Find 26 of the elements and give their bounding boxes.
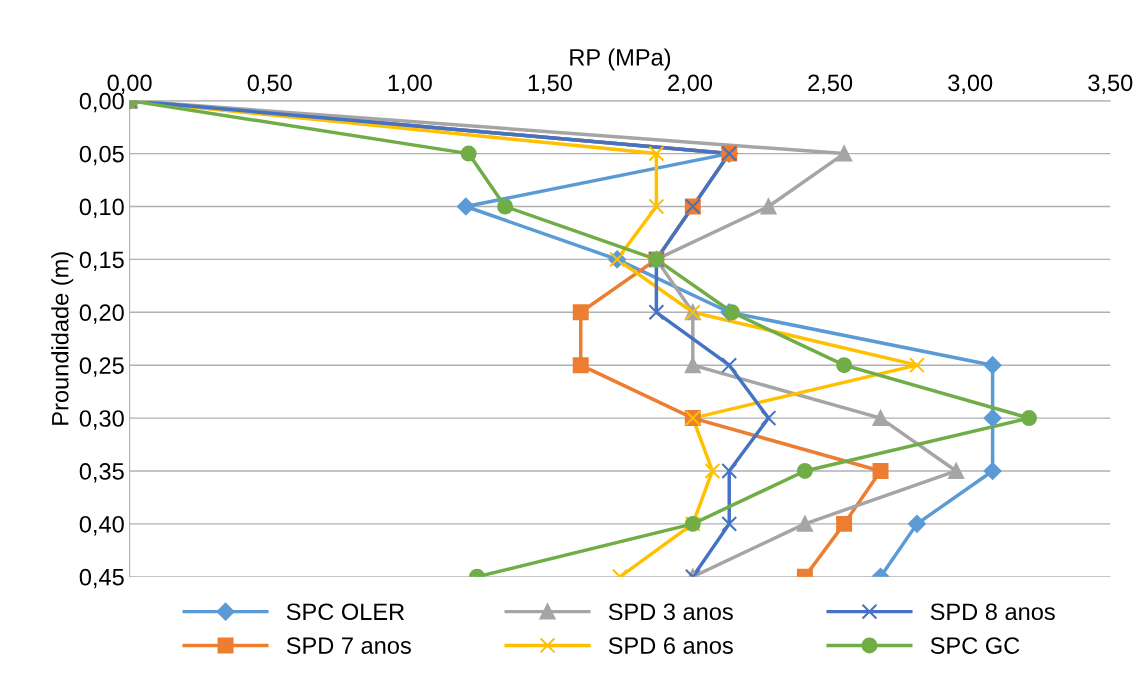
x-tick-label: 3,00	[948, 74, 993, 94]
x-tick-label: 3,50	[1088, 74, 1133, 94]
y-tick-label: 0,25	[79, 357, 124, 377]
y-tick-label: 0,10	[79, 198, 124, 219]
y-tick-label: 0,00	[79, 92, 124, 113]
legend-label: SPD 6 anos	[608, 637, 733, 654]
legend-label: SPC OLER	[286, 603, 405, 621]
x-tick-label: 0,00	[107, 74, 152, 94]
x-tick-label: 0,50	[247, 74, 292, 94]
y-tick-label: 0,40	[79, 515, 124, 536]
y-tick-label: 0,05	[79, 145, 124, 166]
legend-label: SPD 8 anos	[930, 603, 1055, 621]
x-tick-label: 2,00	[668, 74, 713, 94]
y-tick-label: 0,35	[79, 463, 124, 483]
y-tick-label: 0,15	[79, 251, 124, 271]
x-tick-label: 1,50	[528, 74, 572, 94]
y-tick-label: 0,45	[79, 568, 124, 589]
y-tick-label: 0,20	[79, 304, 124, 324]
y-tick-label: 0,30	[79, 410, 124, 430]
x-axis-title: RP (MPa)	[570, 48, 671, 71]
x-tick-label: 1,00	[388, 74, 432, 94]
legend-label: SPC GC	[930, 637, 1020, 654]
legend-label: SPD 3 anos	[608, 603, 733, 621]
legend-label: SPD 7 anos	[286, 637, 411, 654]
x-tick-label: 2,50	[808, 74, 853, 94]
y-axis-title: Proundidade (m)	[51, 252, 74, 425]
